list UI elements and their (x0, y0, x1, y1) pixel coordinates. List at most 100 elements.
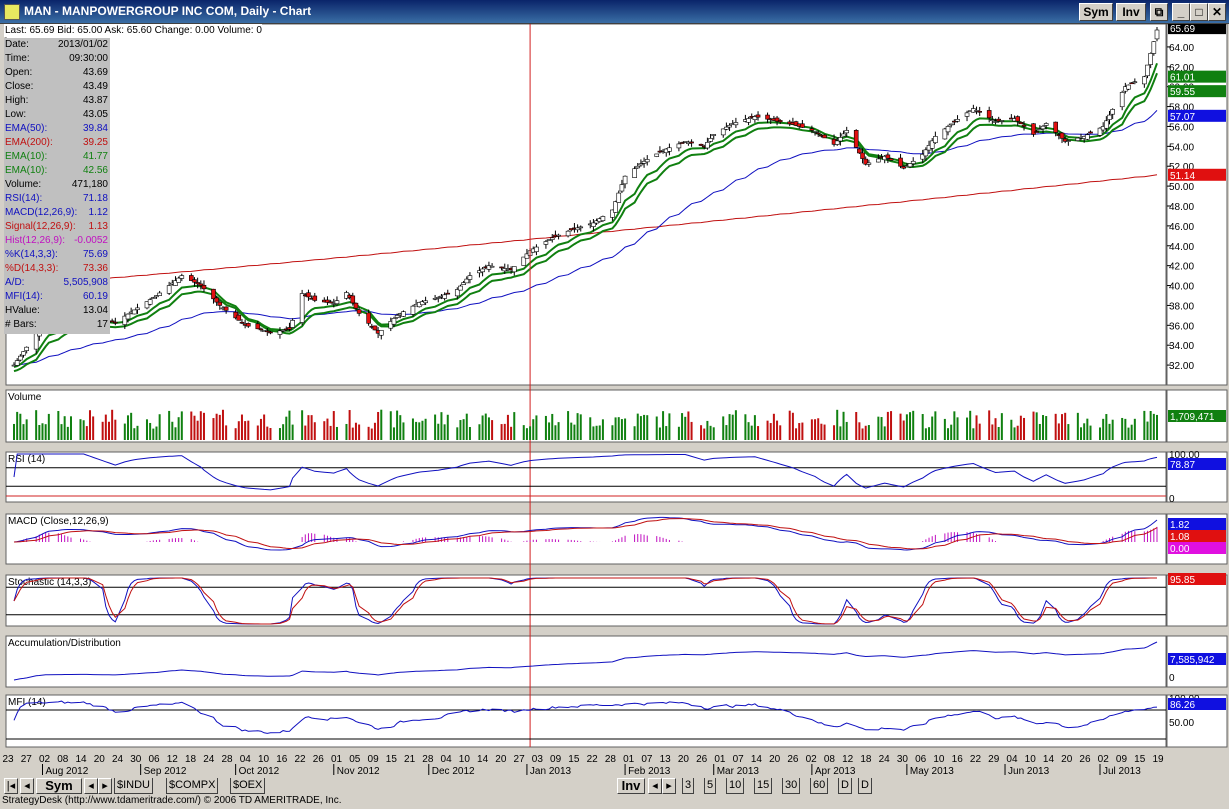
info-value: 1.13 (88, 221, 108, 232)
close-icon[interactable]: ✕ (1208, 3, 1226, 21)
inv-button[interactable]: Inv (1116, 3, 1146, 21)
candle-body (682, 141, 688, 143)
volume-bar (1102, 418, 1105, 440)
candle-body (546, 239, 552, 241)
candle-body (777, 120, 783, 123)
volume-bar (256, 425, 259, 440)
volume-bar (817, 418, 820, 440)
info-label: EMA(10): (5, 165, 48, 176)
period-5[interactable]: 5 (704, 778, 717, 794)
price-flag-4 (1168, 168, 1226, 181)
candle-body (1119, 92, 1125, 108)
scroll-first-icon[interactable]: |◂ (4, 778, 18, 794)
chart-area[interactable]: Volume RSI (14) MACD (Close,12,26,9) Stocha… (0, 24, 1229, 777)
volume-bar (487, 417, 490, 440)
x-axis-day: 16 (276, 754, 288, 765)
price-flag-3 (1168, 109, 1226, 122)
volume-bar (969, 410, 972, 440)
candle-body (1132, 81, 1138, 84)
volume-bar (890, 411, 893, 440)
volume-bar (950, 424, 953, 440)
info-row: Volume: 471,180 (4, 178, 110, 192)
tab-indu[interactable]: $INDU (114, 778, 154, 794)
maximize-icon[interactable]: □ (1190, 3, 1208, 21)
period-15[interactable]: 15 (754, 778, 773, 794)
panel-title-mfi: MFI (14) (8, 697, 46, 708)
popout-icon[interactable]: ⧉ (1150, 3, 1168, 21)
period-d[interactable]: D (838, 778, 852, 794)
volume-bar (278, 428, 281, 440)
info-value: 75.69 (82, 249, 108, 260)
minimize-icon[interactable]: _ (1172, 3, 1190, 21)
candle-body (613, 201, 618, 213)
candle-body (1088, 131, 1093, 134)
period-30[interactable]: 30 (782, 778, 801, 794)
sym-button[interactable]: Sym (1079, 3, 1113, 21)
candle-body (388, 321, 394, 329)
period-3[interactable]: 3 (682, 778, 695, 794)
price-flag-1 (1168, 70, 1226, 83)
candle-body (616, 192, 622, 203)
inv-nav-button[interactable]: Inv (617, 778, 645, 794)
volume-bar (22, 424, 25, 440)
period-60[interactable]: 60 (810, 778, 829, 794)
panel-stochastic-background (5, 574, 1167, 627)
sym-nav-button[interactable]: Sym (36, 778, 82, 794)
candle-body (287, 327, 292, 330)
candle-body (1066, 140, 1071, 142)
x-axis-day: 20 (1061, 754, 1073, 765)
x-axis-day: 09 (1116, 754, 1128, 765)
scroll-left2-icon[interactable]: ◂ (84, 778, 98, 794)
x-axis-day: 04 (1006, 754, 1018, 765)
scroll-left-icon[interactable]: ◂ (20, 778, 34, 794)
volume-bar (158, 414, 161, 440)
period-right-icon[interactable]: ▸ (662, 778, 676, 794)
info-row: High: 43.87 (4, 94, 110, 108)
candle-body (356, 309, 362, 314)
volume-bar (136, 425, 139, 440)
candle-body (312, 295, 318, 301)
scroll-right-icon[interactable]: ▸ (98, 778, 112, 794)
volume-bar (345, 423, 348, 440)
volume-bar (712, 427, 715, 440)
candle-body (18, 355, 23, 361)
volume-bar (801, 422, 804, 440)
info-row: %K(14,3,3): 75.69 (4, 248, 110, 262)
volume-bar (60, 424, 63, 440)
candle-body (863, 158, 869, 165)
candle-body (619, 184, 625, 192)
stoch-flag-text: 95.85 (1170, 575, 1195, 586)
candle-body (901, 166, 907, 169)
candle-body (622, 175, 628, 185)
volume-bar (551, 413, 554, 440)
macd-flag-2-text: 0.00 (1170, 544, 1190, 555)
volume-bar (842, 411, 845, 440)
volume-bar (548, 422, 551, 440)
volume-bar (212, 418, 215, 440)
candle-body (1021, 124, 1027, 127)
price-flag-0 (1168, 24, 1226, 35)
candle-body (1043, 123, 1049, 126)
stoch-flag (1168, 573, 1226, 585)
volume-bar (63, 416, 66, 440)
volume-bar (1038, 423, 1041, 440)
period-left-icon[interactable]: ◂ (648, 778, 662, 794)
candle-body (350, 295, 356, 304)
tab-oex[interactable]: $OEX (230, 778, 266, 794)
candle-body (720, 128, 726, 136)
period-10[interactable]: 10 (726, 778, 745, 794)
period-d2[interactable]: D (858, 778, 872, 794)
tab-compx[interactable]: $COMPX (166, 778, 219, 794)
info-label: MFI(14): (5, 291, 43, 302)
x-axis-day: 04 (240, 754, 252, 765)
volume-bar (506, 414, 509, 440)
volume-bar (836, 409, 839, 440)
volume-bar (823, 424, 826, 440)
volume-bar (747, 422, 750, 440)
panel-title-macd: MACD (Close,12,26,9) (8, 516, 109, 527)
volume-bar (1089, 425, 1092, 440)
volume-bar (1032, 411, 1035, 440)
info-row: Hist(12,26,9): -0.0052 (4, 234, 110, 248)
x-axis-day: 10 (933, 754, 945, 765)
x-axis-month: Jan 2013 (530, 766, 572, 777)
